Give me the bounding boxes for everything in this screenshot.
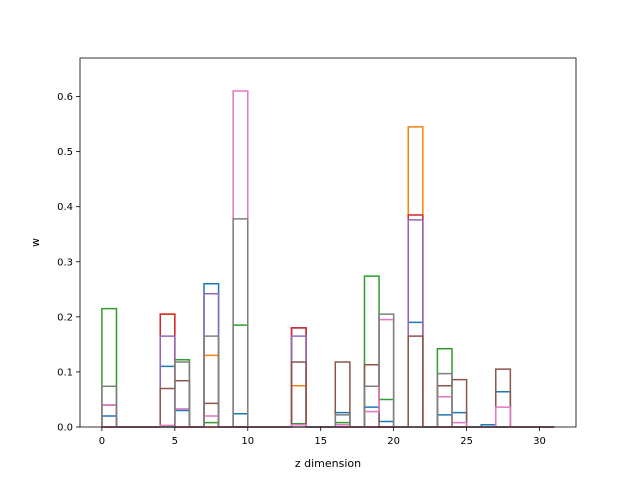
x-tick-label: 0 bbox=[99, 436, 105, 447]
y-tick-label: 0.0 bbox=[57, 423, 73, 434]
series-1-step-line bbox=[101, 126, 555, 428]
x-tick-label: 15 bbox=[314, 436, 327, 447]
series-7 bbox=[101, 218, 555, 428]
y-tick-label: 0.6 bbox=[57, 92, 73, 103]
series-4 bbox=[101, 219, 555, 428]
series-0 bbox=[101, 283, 555, 428]
series-7-step-line bbox=[101, 218, 555, 428]
series-layer bbox=[101, 90, 555, 428]
y-tick-label: 0.4 bbox=[57, 202, 73, 213]
y-tick-label: 0.1 bbox=[57, 367, 73, 378]
x-axis: 0 5 10 15 20 25 30 bbox=[99, 427, 546, 447]
series-2 bbox=[101, 275, 555, 428]
y-axis-label: w bbox=[29, 238, 42, 247]
x-axis-label: z dimension bbox=[295, 457, 361, 470]
series-6-step-line bbox=[101, 90, 555, 428]
x-tick-label: 25 bbox=[460, 436, 473, 447]
series-3 bbox=[101, 214, 555, 428]
y-tick-label: 0.5 bbox=[57, 147, 73, 158]
plot-frame bbox=[79, 57, 577, 428]
x-tick-label: 10 bbox=[241, 436, 254, 447]
series-3-step-line bbox=[101, 214, 555, 428]
series-4-step-line bbox=[101, 219, 555, 428]
series-2-step-line bbox=[101, 275, 555, 428]
y-tick-label: 0.2 bbox=[57, 312, 73, 323]
y-tick-label: 0.3 bbox=[57, 257, 73, 268]
series-1 bbox=[101, 126, 555, 428]
series-5 bbox=[101, 335, 555, 428]
x-tick-label: 20 bbox=[387, 436, 400, 447]
series-0-step-line bbox=[101, 283, 555, 428]
x-tick-label: 5 bbox=[172, 436, 178, 447]
y-axis: 0.0 0.1 0.2 0.3 0.4 0.5 0.6 bbox=[57, 92, 80, 434]
series-5-step-line bbox=[101, 335, 555, 428]
series-6 bbox=[101, 90, 555, 428]
x-tick-label: 30 bbox=[533, 436, 546, 447]
